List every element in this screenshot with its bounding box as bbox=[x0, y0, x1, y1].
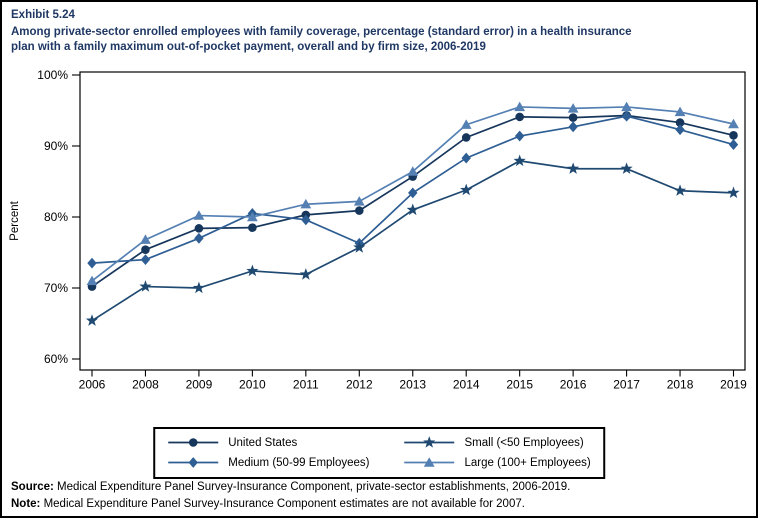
circle-marker-united-states bbox=[729, 131, 738, 140]
star-marker-icon bbox=[404, 436, 455, 448]
x-tick-label: 2012 bbox=[346, 378, 373, 392]
diamond-marker-medium-50-99-employees bbox=[140, 254, 151, 265]
x-tick-label: 2006 bbox=[79, 378, 106, 392]
figure-title-line-2: plan with a family maximum out-of-pocket… bbox=[11, 41, 486, 53]
star-marker-small-50-employees bbox=[353, 241, 366, 253]
triangle-marker-large-100-employees bbox=[353, 196, 365, 206]
circle-marker-united-states bbox=[515, 112, 524, 122]
triangle-marker-large-100-employees bbox=[246, 211, 258, 222]
x-tick-label: 2017 bbox=[613, 378, 640, 392]
line-chart: 100% 90% 80% 70% 60% 2006 2008 2009 2010 2011 2012… bbox=[9, 68, 747, 392]
y-tick-label: 60% bbox=[44, 352, 68, 366]
exhibit-label: Exhibit 5.24 bbox=[11, 9, 75, 21]
star-marker-small-50-employees bbox=[299, 268, 312, 280]
x-tick-label: 2018 bbox=[667, 378, 694, 392]
circle-marker-united-states bbox=[461, 133, 471, 142]
star-marker-small-50-employees bbox=[406, 203, 419, 216]
legend: United States Small (<50 Employees) Medium… bbox=[153, 427, 605, 479]
diamond-marker-medium-50-99-employees bbox=[675, 124, 685, 136]
diamond-marker-icon bbox=[168, 457, 219, 468]
footer: Source: Medical Expenditure Panel Survey… bbox=[11, 479, 570, 513]
x-tick-label: 2014 bbox=[453, 378, 480, 392]
x-tick-label: 2013 bbox=[399, 378, 426, 392]
title-block: Exhibit 5.24 Among private-sector enroll… bbox=[11, 9, 750, 55]
triangle-marker-large-100-employees bbox=[300, 198, 312, 209]
legend-item-united-states: United States bbox=[167, 433, 369, 452]
source-text: Medical Expenditure Panel Survey-Insuran… bbox=[53, 481, 571, 493]
diamond-marker-medium-50-99-employees bbox=[461, 152, 471, 164]
note-label: Note: bbox=[11, 498, 41, 510]
x-tick-label: 2010 bbox=[239, 378, 266, 392]
legend-marker-glyph bbox=[188, 438, 198, 447]
triangle-marker-large-100-employees bbox=[621, 101, 632, 112]
circle-marker-united-states bbox=[568, 113, 578, 122]
series-line-united-states bbox=[91, 114, 734, 288]
triangle-marker-large-100-employees bbox=[514, 101, 526, 112]
y-axis-label: Percent bbox=[9, 200, 21, 240]
plot-frame bbox=[79, 71, 746, 371]
circle-marker-united-states bbox=[354, 206, 364, 215]
y-tick-label: 80% bbox=[44, 210, 68, 224]
x-tick-label: 2008 bbox=[132, 378, 159, 392]
y-tick-label: 90% bbox=[44, 139, 68, 153]
legend-label: Medium (50-99 Employees) bbox=[228, 456, 370, 469]
star-marker-small-50-employees bbox=[513, 154, 526, 167]
x-tick-label: 2011 bbox=[293, 378, 319, 392]
triangle-marker-icon bbox=[404, 457, 455, 467]
triangle-marker-large-100-employees bbox=[728, 118, 739, 129]
legend-item-small-50-employees: Small (<50 Employees) bbox=[404, 433, 591, 452]
circle-marker-united-states bbox=[675, 118, 685, 127]
circle-marker-united-states bbox=[248, 223, 257, 232]
series-line-small-50-employees bbox=[91, 160, 734, 322]
triangle-marker-large-100-employees bbox=[674, 106, 686, 117]
x-tick-label: 2015 bbox=[506, 378, 533, 392]
note-line: Note: Medical Expenditure Panel Survey-I… bbox=[11, 496, 570, 513]
star-marker-small-50-employees bbox=[673, 184, 687, 196]
star-marker-small-50-employees bbox=[567, 162, 580, 174]
triangle-marker-large-100-employees bbox=[140, 234, 151, 244]
legend-marker-glyph bbox=[188, 457, 198, 468]
legend-item-medium-50-99-employees: Medium (50-99 Employees) bbox=[167, 453, 370, 472]
triangle-marker-large-100-employees bbox=[407, 166, 419, 176]
diamond-marker-medium-50-99-employees bbox=[87, 257, 97, 269]
legend-marker-glyph bbox=[424, 457, 435, 467]
diamond-marker-medium-50-99-employees bbox=[301, 214, 311, 226]
diamond-marker-medium-50-99-employees bbox=[408, 187, 418, 199]
y-tick-label: 70% bbox=[44, 281, 68, 295]
circle-marker-united-states bbox=[141, 245, 150, 254]
diamond-marker-medium-50-99-employees bbox=[568, 121, 578, 133]
legend-label: Small (<50 Employees) bbox=[464, 436, 584, 449]
x-tick-label: 2016 bbox=[560, 378, 587, 392]
source-label: Source: bbox=[11, 481, 54, 493]
diamond-marker-medium-50-99-employees bbox=[194, 232, 204, 244]
star-marker-small-50-employees bbox=[727, 186, 740, 199]
figure-title-line-1: Among private-sector enrolled employees … bbox=[11, 26, 632, 38]
star-marker-small-50-employees bbox=[460, 183, 473, 196]
legend-marker-glyph bbox=[423, 436, 436, 448]
circle-marker-icon bbox=[168, 438, 219, 447]
star-marker-small-50-employees bbox=[85, 314, 99, 326]
x-tick-label: 2009 bbox=[186, 378, 213, 392]
source-line: Source: Medical Expenditure Panel Survey… bbox=[11, 479, 570, 496]
diamond-marker-medium-50-99-employees bbox=[728, 139, 739, 150]
star-marker-small-50-employees bbox=[139, 280, 152, 292]
legend-label: Large (100+ Employees) bbox=[464, 456, 591, 469]
triangle-marker-large-100-employees bbox=[193, 210, 205, 220]
triangle-marker-large-100-employees bbox=[567, 103, 579, 113]
star-marker-small-50-employees bbox=[620, 162, 633, 174]
star-marker-small-50-employees bbox=[192, 281, 205, 294]
note-text: Medical Expenditure Panel Survey-Insuran… bbox=[40, 498, 525, 510]
star-marker-small-50-employees bbox=[246, 264, 259, 277]
x-tick-label: 2019 bbox=[720, 378, 747, 392]
legend-label: United States bbox=[228, 436, 298, 449]
triangle-marker-large-100-employees bbox=[86, 275, 98, 286]
diamond-marker-medium-50-99-employees bbox=[514, 130, 525, 142]
diamond-marker-medium-50-99-employees bbox=[621, 110, 632, 122]
circle-marker-united-states bbox=[194, 224, 204, 233]
legend-item-large-100-employees: Large (100+ Employees) bbox=[404, 453, 591, 472]
y-tick-label: 100% bbox=[37, 68, 68, 82]
triangle-marker-large-100-employees bbox=[460, 119, 472, 129]
